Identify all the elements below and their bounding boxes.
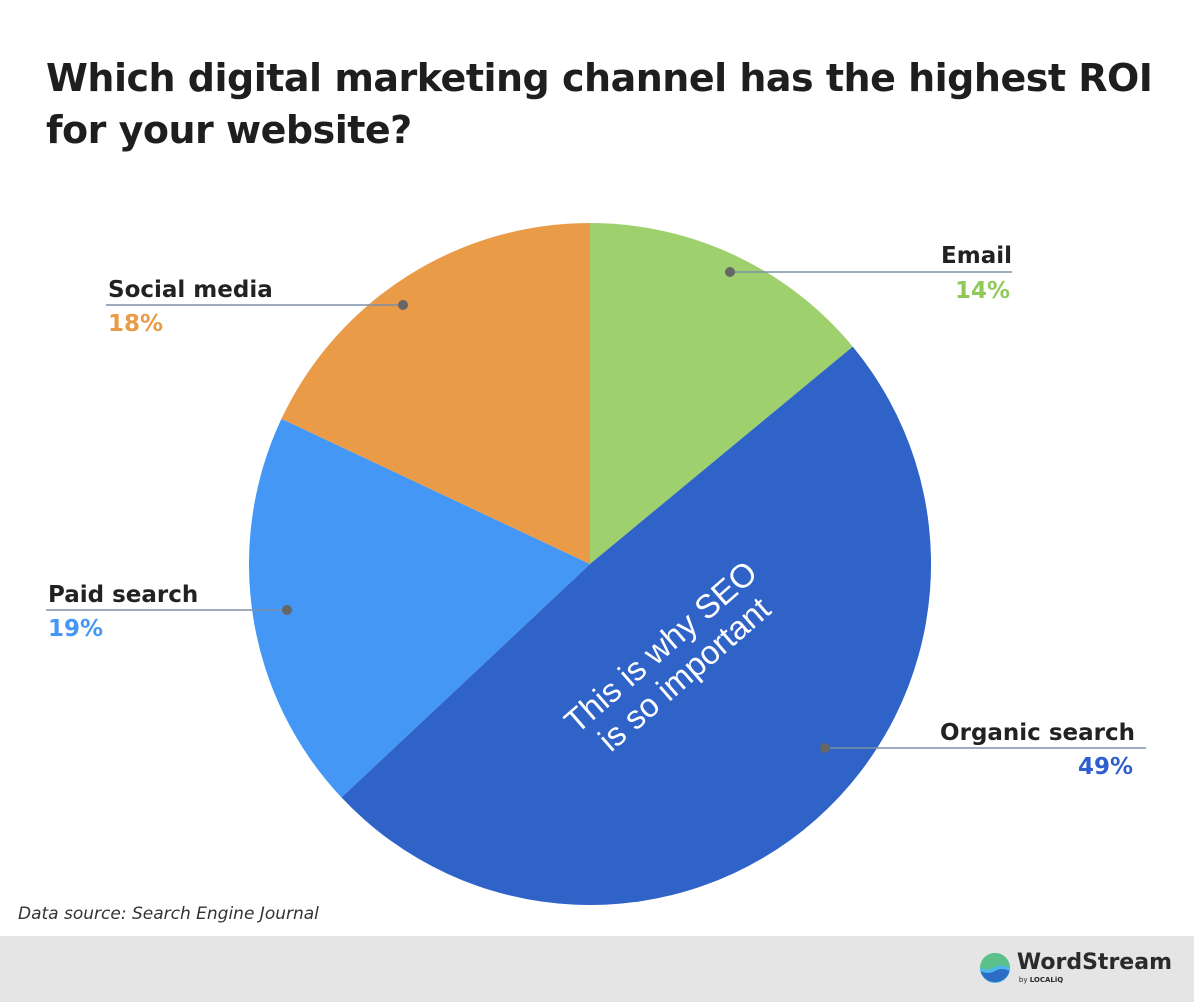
label-email: Email xyxy=(941,243,1012,269)
pie-slice-paid-search xyxy=(248,418,590,798)
brand-by: by xyxy=(1018,976,1028,984)
pie-slices xyxy=(248,222,932,906)
footer-bar: WordStream by LOCALiQ xyxy=(0,936,1194,1002)
callout-email: Email 14% xyxy=(725,243,1012,304)
chart-title-line-1: Which digital marketing channel has the … xyxy=(46,56,1153,100)
value-paid-search: 19% xyxy=(48,616,103,642)
brand-localiq: LOCALiQ xyxy=(1029,976,1064,984)
brand-byline: by LOCALiQ xyxy=(1019,976,1172,985)
brand-name: WordStream xyxy=(1016,950,1172,975)
leader-dot-organic-search xyxy=(820,743,830,753)
brand: WordStream by LOCALiQ xyxy=(979,950,1172,985)
callout-social-media: Social media 18% xyxy=(106,277,408,337)
pie-slice-social-media xyxy=(281,222,590,564)
label-organic-search: Organic search xyxy=(940,720,1135,746)
pie-slice-organic-search xyxy=(341,346,932,906)
data-source-note: Data source: Search Engine Journal xyxy=(18,904,319,924)
callout-organic-search: Organic search 49% xyxy=(820,720,1146,780)
leader-dot-email xyxy=(725,267,735,277)
chart-title: Which digital marketing channel has the … xyxy=(46,52,1156,156)
leader-dot-social-media xyxy=(398,300,408,310)
pie-slice-email xyxy=(590,223,853,564)
leader-dot-paid-search xyxy=(282,605,292,615)
value-organic-search: 49% xyxy=(1078,754,1133,780)
wordstream-logo-icon xyxy=(979,953,1010,983)
label-social-media: Social media xyxy=(108,277,273,303)
chart-title-line-2: for your website? xyxy=(46,108,412,152)
label-paid-search: Paid search xyxy=(48,582,198,608)
callout-paid-search: Paid search 19% xyxy=(46,582,292,642)
pie-chart: This is why SEO is so important Email 14… xyxy=(46,222,1146,906)
value-social-media: 18% xyxy=(108,311,163,337)
value-email: 14% xyxy=(955,278,1010,304)
